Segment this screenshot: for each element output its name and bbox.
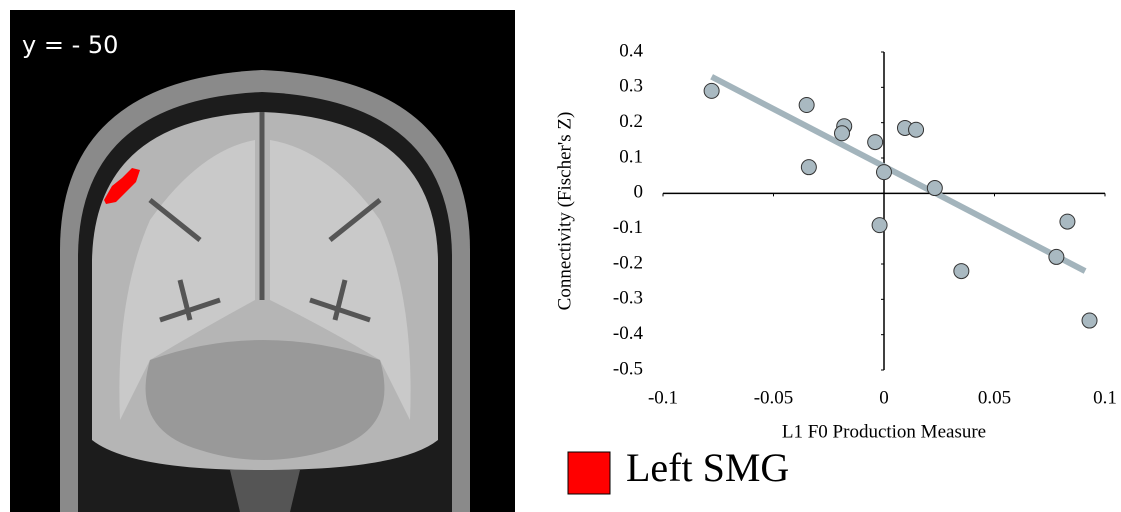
data-point	[1082, 313, 1097, 328]
y-tick-label: -0.4	[613, 323, 644, 344]
data-point	[877, 165, 892, 180]
x-tick-label: 0.1	[1093, 387, 1117, 408]
data-point	[1060, 214, 1075, 229]
brain-image: y = - 50	[10, 10, 515, 512]
x-tick-label: 0	[879, 387, 889, 408]
y-tick-label: -0.3	[613, 288, 643, 309]
x-tick-label: 0.05	[978, 387, 1011, 408]
legend-label: Left SMG	[626, 445, 789, 490]
y-tick-label: -0.1	[613, 217, 643, 238]
data-point	[909, 122, 924, 137]
y-tick-label: 0.3	[619, 76, 643, 97]
y-axis-title: Connectivity (Fischer's Z)	[554, 112, 575, 311]
data-point	[872, 218, 887, 233]
data-point	[868, 135, 883, 150]
data-point	[1049, 249, 1064, 264]
x-axis-title: L1 F0 Production Measure	[782, 421, 986, 442]
y-tick-label: 0.4	[619, 40, 643, 61]
data-point	[704, 83, 719, 98]
data-point	[927, 181, 942, 196]
x-tick-label: -0.1	[648, 387, 678, 408]
data-point	[835, 126, 850, 141]
x-tick-label: -0.05	[754, 387, 794, 408]
y-tick-label: -0.2	[613, 252, 643, 273]
y-tick-label: 0	[634, 182, 644, 203]
trend-line	[712, 77, 1085, 271]
y-tick-label: 0.2	[619, 111, 643, 132]
data-point	[801, 160, 816, 175]
data-point	[799, 98, 814, 113]
figure: y = - 50 Left SMG L1 F0 Production Measu…	[0, 0, 1121, 512]
y-tick-label: -0.5	[613, 358, 643, 379]
y-tick-label: 0.1	[619, 146, 643, 167]
data-point	[954, 264, 969, 279]
legend-swatch	[568, 452, 610, 494]
slice-label: y = - 50	[22, 31, 118, 59]
